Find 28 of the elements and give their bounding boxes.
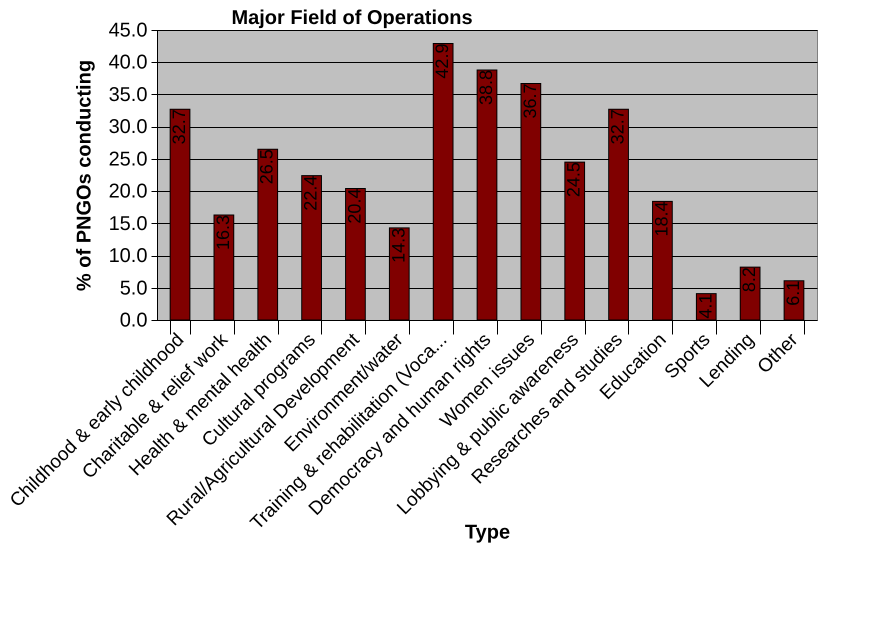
y-tick-label: 5.0 [120, 277, 148, 300]
data-label: 38.8 [476, 70, 496, 105]
data-label: 26.5 [256, 149, 277, 184]
data-label: 32.7 [608, 109, 628, 144]
y-tick-label: 15.0 [108, 212, 148, 235]
data-label: 42.9 [432, 44, 452, 79]
y-axis-title: % of PNGOs conducting [74, 60, 96, 292]
data-label: 20.4 [344, 188, 364, 224]
y-tick-label: 35.0 [108, 84, 148, 106]
x-axis-title: Type [464, 522, 510, 544]
y-tick-label: 30.0 [108, 116, 148, 138]
data-label: 32.7 [169, 109, 190, 144]
chart-title: Major Field of Operations [231, 7, 473, 29]
data-label: 24.5 [564, 162, 584, 198]
data-label: 36.7 [520, 83, 540, 119]
data-label: 16.3 [212, 214, 233, 250]
data-label: 8.2 [739, 267, 760, 292]
y-tick-label: 45.0 [108, 20, 148, 42]
y-tick-label: 40.0 [108, 52, 148, 74]
y-tick-label: 0.0 [120, 310, 148, 332]
y-tick-label: 10.0 [108, 245, 148, 268]
y-tick-label: 20.0 [108, 180, 148, 203]
y-tick-label: 25.0 [108, 148, 148, 170]
data-label: 4.1 [695, 294, 716, 319]
data-label: 22.4 [300, 176, 321, 211]
data-label: 6.1 [782, 280, 803, 306]
data-label: 18.4 [651, 201, 672, 236]
data-label: 14.3 [388, 228, 408, 263]
